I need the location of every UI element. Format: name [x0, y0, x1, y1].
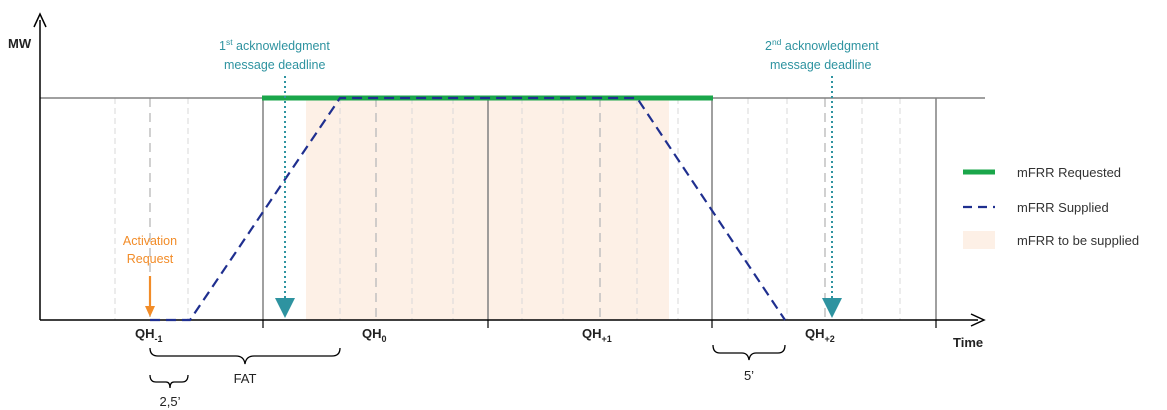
svg-text:Request: Request — [127, 252, 174, 266]
fat-brace — [149, 347, 341, 365]
two-five-brace — [149, 374, 189, 389]
y-axis-label: MW — [8, 36, 32, 51]
ack2-note: 2nd acknowledgment message deadline — [765, 37, 879, 72]
ack1-note: 1st acknowledgment message deadline — [219, 37, 330, 72]
svg-text:1st acknowledgment: 1st acknowledgment — [219, 37, 330, 53]
qh-0-label: QH0 — [362, 326, 387, 344]
svg-text:Activation: Activation — [123, 234, 177, 248]
minor-grid-lines — [114, 98, 901, 320]
activation-note: Activation Request — [123, 234, 177, 266]
fat-label: FAT — [234, 371, 257, 386]
svg-text:2nd acknowledgment: 2nd acknowledgment — [765, 37, 879, 53]
svg-text:message deadline: message deadline — [770, 58, 872, 72]
legend: mFRR Requested mFRR Supplied mFRR to be … — [963, 165, 1139, 249]
legend-requested-label: mFRR Requested — [1017, 165, 1121, 180]
x-axis-label: Time — [953, 335, 983, 350]
axes — [33, 12, 986, 327]
activation-arrow — [145, 276, 155, 317]
legend-supplied-label: mFRR Supplied — [1017, 200, 1109, 215]
x-axis-ticks — [262, 320, 937, 328]
five-brace — [712, 344, 786, 361]
legend-to-be-supplied-swatch — [963, 231, 995, 249]
qh-plus2-label: QH+2 — [805, 326, 835, 344]
mfrr-supplied-line — [150, 96, 786, 322]
qh-plus1-label: QH+1 — [582, 326, 612, 344]
legend-to-be-supplied-label: mFRR to be supplied — [1017, 233, 1139, 248]
two-five-label: 2,5’ — [160, 394, 181, 409]
five-label: 5’ — [744, 368, 754, 383]
svg-text:message deadline: message deadline — [224, 58, 326, 72]
qh-minus1-label: QH-1 — [135, 326, 163, 344]
